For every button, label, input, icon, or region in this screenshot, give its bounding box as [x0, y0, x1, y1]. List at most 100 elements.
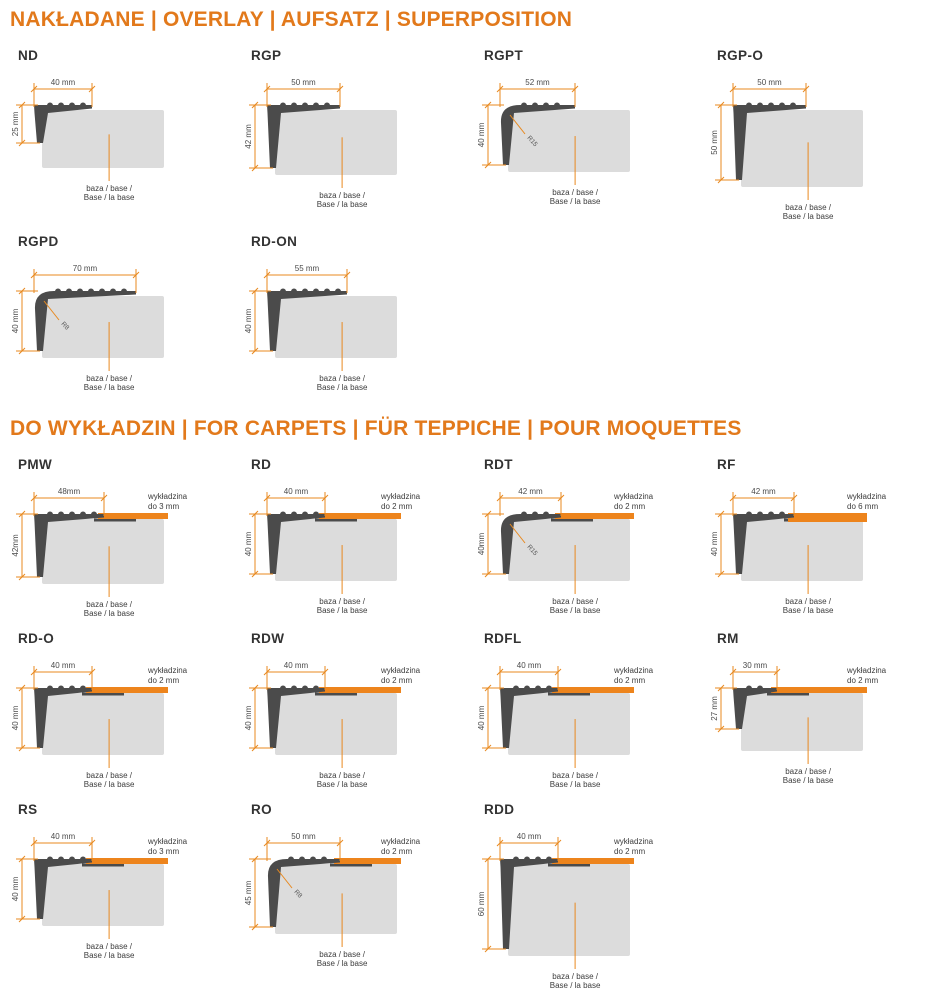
rib [55, 288, 61, 295]
base-label-line1: baza / base / [785, 597, 832, 606]
rib [543, 511, 549, 518]
profile-card-rgp-o: RGP-O 50 mm 50 mm baza / base / Base / la ba… [709, 40, 940, 224]
width-dim-label: 50 mm [291, 832, 316, 841]
rib [299, 856, 305, 863]
height-dimension [16, 855, 40, 923]
height-dimension [715, 101, 739, 184]
width-dimension [263, 837, 344, 861]
height-dimension [16, 101, 40, 147]
height-dimension [249, 287, 273, 355]
rib [521, 102, 527, 109]
base-label-line1: baza / base / [785, 203, 832, 212]
profile-name: RGPT [484, 48, 524, 63]
profile-shape [267, 688, 325, 748]
profile-card-ro: RO 50 mm 45 mm R8 wykładzina do 2 mm baza / ba… [243, 794, 476, 971]
carpet-label-line1: wykładzina [613, 837, 654, 846]
profile-name: RDW [251, 631, 285, 646]
profile-card-rgpd: RGPD 70 mm 40 mm R8 baza / base / Base / la b… [10, 226, 243, 395]
carpet-label-line1: wykładzina [380, 666, 421, 675]
base-block [508, 864, 630, 956]
carpet-support-flange [551, 518, 593, 522]
profile-grid-overlay: ND 40 mm 25 mm baza / base / Base / la base R… [10, 40, 932, 395]
width-dimension [496, 837, 562, 861]
rib [80, 511, 86, 518]
carpet-strip [319, 687, 401, 693]
rib [335, 288, 341, 295]
rib [280, 685, 286, 692]
profile-name: RGP-O [717, 48, 764, 63]
base-label-line1: baza / base / [319, 374, 366, 383]
width-dimension [30, 492, 108, 516]
base-label-line1: baza / base / [86, 184, 133, 193]
profile-diagram-rd-on: 55 mm 40 mm baza / base /Base / la base [244, 264, 397, 392]
rib [768, 511, 774, 518]
rib [535, 856, 541, 863]
base-label-line1: baza / base / [86, 771, 133, 780]
width-dim-label: 55 mm [295, 264, 320, 273]
height-dimension [16, 684, 40, 752]
rib [66, 288, 72, 295]
profile-shape [34, 105, 92, 143]
rib [291, 102, 297, 109]
height-dim-label: 45 mm [244, 880, 253, 905]
width-dim-label: 52 mm [525, 78, 550, 87]
profile-name: RM [717, 631, 739, 646]
rib [513, 685, 519, 692]
width-dim-label: 42 mm [518, 487, 543, 496]
carpet-support-flange [548, 863, 590, 867]
profile-diagram-nd: 40 mm 25 mm baza / base /Base / la base [11, 78, 164, 202]
profile-shape [733, 688, 777, 729]
carpet-support-flange [82, 692, 124, 696]
width-dim-label: 50 mm [291, 78, 316, 87]
profile-name: RDFL [484, 631, 522, 646]
profile-card-rf: RF 42 mm 40 mm wykładzina do 6 mm baza / base… [709, 449, 940, 618]
carpet-support-flange [548, 692, 590, 696]
carpet-strip [555, 513, 634, 519]
radius-leader-line [509, 523, 526, 544]
rib [779, 511, 785, 518]
carpet-label-line1: wykładzina [846, 666, 887, 675]
base-label-line2: Base / la base [84, 383, 135, 392]
section-title-overlay: NAKŁADANE | OVERLAY | AUFSATZ | SUPERPOS… [10, 8, 573, 31]
base-label-line1: baza / base / [319, 950, 366, 959]
width-dimension [263, 83, 344, 107]
carpet-strip [552, 858, 634, 864]
rib [58, 856, 64, 863]
rib [757, 685, 763, 692]
base-block [741, 110, 863, 187]
height-dimension [249, 684, 273, 752]
radius-label: R8 [60, 321, 71, 332]
rib [324, 288, 330, 295]
rib [554, 102, 560, 109]
rib [546, 685, 552, 692]
carpet-label-line1: wykładzina [380, 492, 421, 501]
base-block [508, 519, 630, 581]
rib [69, 511, 75, 518]
base-label-line1: baza / base / [552, 597, 599, 606]
rib [746, 511, 752, 518]
profile-diagram-rgp-o: 50 mm 50 mm baza / base /Base / la base [710, 78, 863, 221]
width-dimension [263, 269, 351, 293]
base-label-line2: Base / la base [317, 959, 368, 968]
rib [302, 102, 308, 109]
profile-shape [34, 514, 104, 577]
height-dim-label: 40 mm [477, 705, 486, 730]
profile-name: RGP [251, 48, 282, 63]
rib [110, 288, 116, 295]
carpet-label-line1: wykładzina [147, 666, 188, 675]
base-label-line2: Base / la base [84, 780, 135, 789]
width-dimension [263, 666, 329, 690]
rib [80, 685, 86, 692]
profile-name: PMW [18, 457, 53, 472]
rib [80, 856, 86, 863]
width-dim-label: 40 mm [51, 832, 76, 841]
rib [291, 685, 297, 692]
